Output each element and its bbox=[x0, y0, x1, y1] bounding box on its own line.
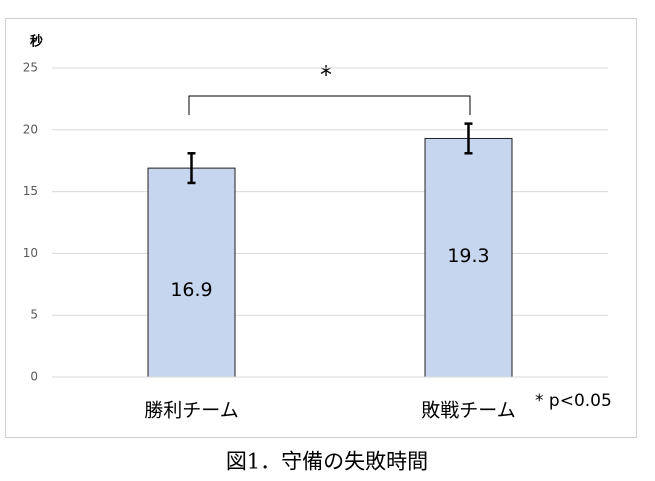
footnote: * p<0.05 bbox=[535, 391, 612, 411]
error-bar bbox=[187, 152, 196, 185]
x-tick-label: 敗戦チーム bbox=[421, 400, 515, 422]
y-tick-label: 20 bbox=[23, 122, 38, 136]
significance-bracket bbox=[188, 95, 471, 115]
y-tick-label: 25 bbox=[23, 61, 38, 75]
y-tick-label: 5 bbox=[30, 308, 38, 322]
y-tick-label: 0 bbox=[30, 370, 38, 384]
bar bbox=[424, 137, 513, 378]
bar bbox=[147, 167, 236, 378]
data-label: 16.9 bbox=[170, 279, 212, 301]
significance-mark: * bbox=[320, 61, 332, 89]
y-tick-label: 10 bbox=[23, 246, 38, 260]
error-bar bbox=[464, 122, 473, 155]
y-tick-label: 15 bbox=[23, 184, 38, 198]
data-label: 19.3 bbox=[447, 245, 489, 267]
chart-frame bbox=[5, 18, 637, 438]
y-axis-label: 秒 bbox=[30, 34, 43, 50]
x-tick-label: 勝利チーム bbox=[144, 400, 238, 422]
caption: 図1．守備の失敗時間 bbox=[226, 450, 428, 474]
